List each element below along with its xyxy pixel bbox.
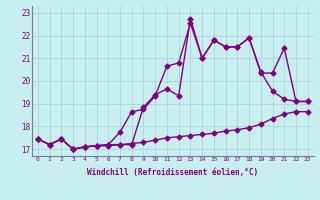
X-axis label: Windchill (Refroidissement éolien,°C): Windchill (Refroidissement éolien,°C) [87,168,258,177]
